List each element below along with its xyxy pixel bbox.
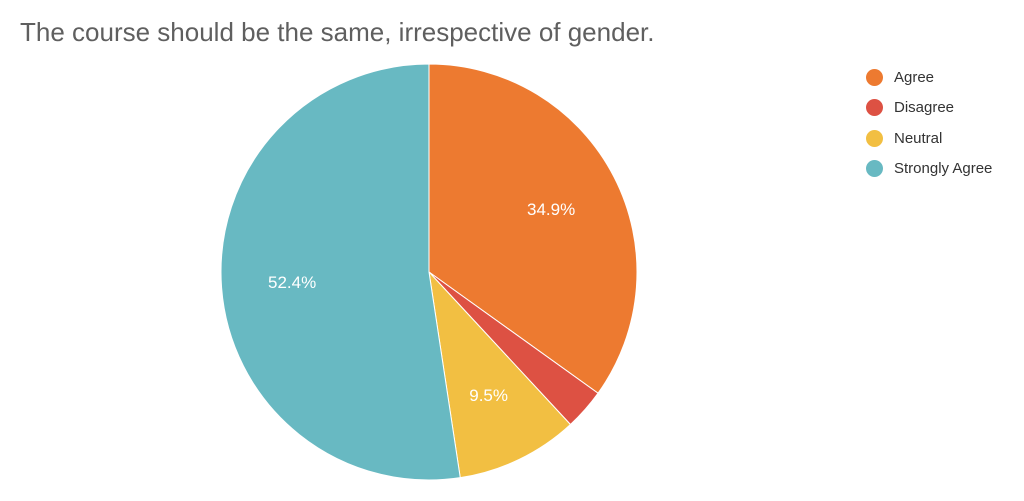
pie-label-agree: 34.9%	[527, 200, 575, 219]
legend-item-disagree[interactable]: Disagree	[866, 93, 992, 124]
pie-chart: 34.9% 9.5% 52.4%	[220, 63, 638, 481]
chart-legend: Agree Disagree Neutral Strongly Agree	[866, 62, 992, 184]
pie-label-strongly-agree: 52.4%	[268, 273, 316, 292]
pie-slice-neutral[interactable]	[428, 270, 572, 479]
legend-item-strongly-agree[interactable]: Strongly Agree	[866, 154, 992, 185]
legend-swatch	[866, 99, 883, 117]
legend-label: Disagree	[894, 99, 955, 117]
chart-title: The course should be the same, irrespect…	[20, 17, 655, 47]
legend-label: Strongly Agree	[894, 160, 993, 178]
pie-slice-strongly-agree[interactable]	[220, 63, 461, 481]
legend-swatch	[866, 129, 883, 147]
legend-swatch	[866, 160, 883, 178]
pie-label-neutral: 9.5%	[469, 386, 508, 405]
legend-item-agree[interactable]: Agree	[866, 62, 992, 93]
pie-slice-agree[interactable]	[428, 63, 638, 394]
legend-swatch	[866, 68, 883, 86]
legend-label: Neutral	[894, 129, 943, 147]
legend-item-neutral[interactable]: Neutral	[866, 123, 992, 154]
legend-label: Agree	[894, 68, 935, 86]
